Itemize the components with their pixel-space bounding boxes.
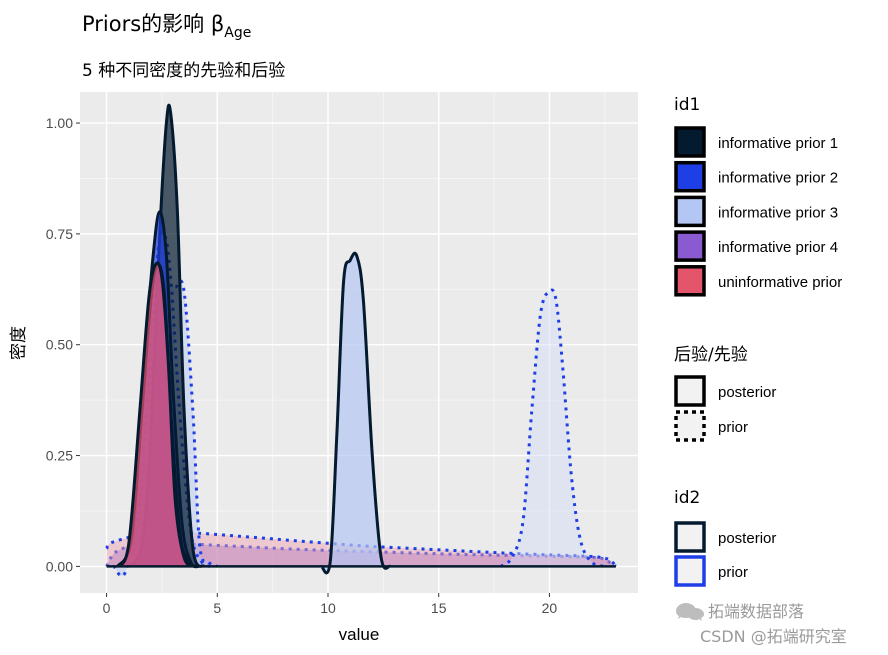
chart-title: Priors的影响 βAge bbox=[82, 12, 251, 41]
legend-label-0-1: informative prior 2 bbox=[718, 170, 838, 187]
legend-key-0-3 bbox=[674, 230, 706, 262]
density-line-informative-prior-3-posterior bbox=[319, 251, 392, 575]
legend-key-0-0 bbox=[674, 126, 706, 158]
watermark: 拓端数据部落 CSDN @拓端研究室 bbox=[676, 602, 847, 646]
chart-subtitle: 5 种不同密度的先验和后验 bbox=[82, 61, 285, 81]
density-line-uninformative-prior-posterior bbox=[116, 261, 197, 568]
x-tick-label: 5 bbox=[213, 600, 221, 616]
x-axis: 0 5 10 15 20 bbox=[103, 593, 558, 616]
legend-label-2-0: posterior bbox=[718, 530, 776, 547]
legend-key-1-1 bbox=[674, 410, 706, 442]
y-axis-title: 密度 bbox=[9, 326, 28, 360]
legend-key-0-2 bbox=[674, 195, 706, 228]
legend-label-0-4: uninformative prior bbox=[718, 274, 842, 291]
density-area-informative-prior-3-posterior bbox=[321, 253, 390, 573]
legend-label-0-0: informative prior 1 bbox=[718, 135, 838, 152]
density-area-uninformative-prior-posterior bbox=[117, 262, 196, 567]
series-layer bbox=[105, 103, 618, 578]
y-tick-label: 1.00 bbox=[46, 115, 73, 131]
x-tick-label: 20 bbox=[542, 600, 558, 616]
legend-label-0-3: informative prior 4 bbox=[718, 239, 838, 256]
y-axis: 0.00 0.25 0.50 0.75 1.00 bbox=[46, 115, 80, 574]
legend-label-0-2: informative prior 3 bbox=[718, 204, 838, 221]
legend-key-0-4 bbox=[674, 265, 706, 297]
density-line-informative-prior-3-prior bbox=[499, 288, 606, 568]
watermark-line2: CSDN @拓端研究室 bbox=[700, 627, 847, 646]
legend-title-0: id1 bbox=[674, 95, 700, 115]
y-tick-label: 0.00 bbox=[46, 558, 73, 574]
legend-label-1-1: prior bbox=[718, 419, 748, 436]
y-tick-label: 0.75 bbox=[46, 226, 73, 242]
x-tick-label: 0 bbox=[103, 600, 111, 616]
legend-key-0-1 bbox=[674, 160, 706, 193]
y-tick-label: 0.50 bbox=[46, 337, 73, 353]
chart-title-subscript: Age bbox=[224, 25, 251, 41]
density-line-uninformative-prior-prior bbox=[105, 530, 618, 568]
y-tick-label: 0.25 bbox=[46, 448, 73, 464]
legend-label-1-0: posterior bbox=[718, 384, 776, 401]
x-tick-label: 15 bbox=[431, 600, 447, 616]
legend-key-1-0 bbox=[674, 375, 706, 407]
legend: id1 informative prior 1 informative prior … bbox=[674, 95, 842, 587]
legend-title-2: id2 bbox=[674, 488, 700, 508]
density-area-informative-prior-3-prior bbox=[500, 290, 605, 567]
legend-label-2-1: prior bbox=[718, 564, 748, 581]
legend-key-2-1 bbox=[674, 555, 706, 587]
wechat-icon bbox=[676, 603, 704, 621]
legend-title-1: 后验/先验 bbox=[674, 345, 748, 365]
x-tick-label: 10 bbox=[320, 600, 336, 616]
x-axis-title: value bbox=[339, 625, 380, 644]
chart-title-main: Priors的影响 β bbox=[82, 12, 224, 36]
legend-key-2-0 bbox=[674, 521, 706, 553]
watermark-line1: 拓端数据部落 bbox=[708, 602, 804, 621]
